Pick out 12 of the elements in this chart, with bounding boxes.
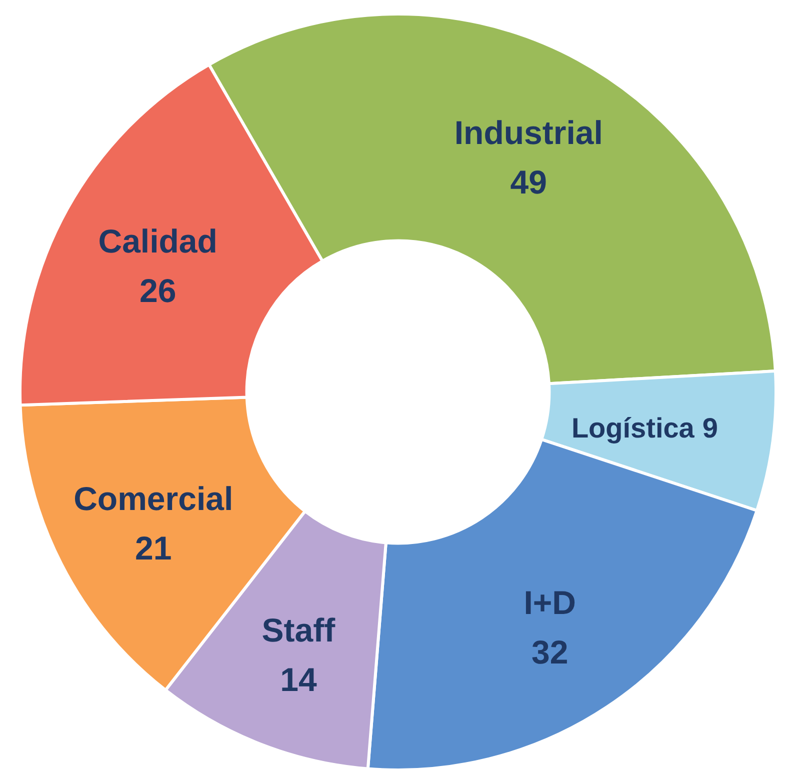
data-label: 32 <box>532 634 568 671</box>
data-label: 14 <box>280 660 318 698</box>
data-label: 9 <box>702 412 718 444</box>
slice-label: Industrial <box>454 114 603 151</box>
slice-label: Calidad <box>98 222 218 260</box>
slice-label: Staff <box>262 611 336 648</box>
slice-label: Logística <box>571 412 695 444</box>
slice-label: Comercial <box>74 480 234 518</box>
slice-label: I+D <box>524 584 576 622</box>
data-label: 49 <box>510 163 548 200</box>
data-label: 21 <box>135 530 172 567</box>
data-label: 26 <box>139 272 176 309</box>
